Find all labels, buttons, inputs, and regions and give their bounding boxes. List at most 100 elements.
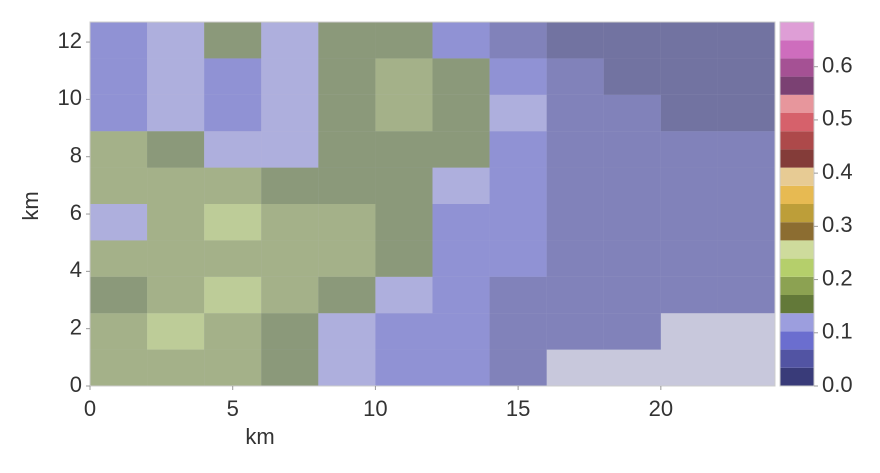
heat-cell [375,313,433,350]
colorbar-swatch [780,204,814,223]
colorbar-swatch [780,149,814,168]
heat-cell [546,94,604,132]
heat-cell [147,167,205,204]
heat-cell [90,167,148,204]
colorbar-swatch [780,22,814,41]
heat-cell [546,240,604,277]
heat-cell [660,58,718,95]
heat-cell [489,131,547,168]
heat-cell [603,313,661,350]
x-tick-label: 15 [506,396,530,421]
heat-cell [717,22,775,59]
heat-cell [204,349,262,386]
heat-cell [603,240,661,277]
colorbar-tick-label: 0.2 [822,265,853,290]
heat-cell [717,131,775,168]
heat-cell [546,131,604,168]
heat-cell [90,313,148,350]
heat-cell [432,167,490,204]
heat-cell [147,131,205,168]
colorbar-swatch [780,349,814,368]
heat-cell [147,204,205,241]
heat-cell [717,240,775,277]
heat-cell [147,313,205,350]
heat-cell [318,131,376,168]
heat-cell [90,276,148,314]
heat-cell [261,276,319,314]
heat-cell [432,204,490,241]
colorbar-swatch [780,222,814,241]
heat-cell [717,167,775,204]
heat-cell [261,349,319,386]
heat-cell [147,240,205,277]
heat-cell [375,276,433,314]
heat-cell [489,240,547,277]
heat-cell [603,94,661,132]
heat-cell [375,240,433,277]
heat-cell [261,94,319,132]
colorbar-swatch [780,331,814,350]
heat-cell [717,94,775,132]
heat-cell [261,167,319,204]
heat-cell [375,204,433,241]
colorbar-swatch [780,167,814,186]
heat-cell [90,22,148,59]
heat-cell [546,58,604,95]
y-tick-label: 6 [70,200,82,225]
x-axis-label: km [245,424,274,449]
x-tick-label: 5 [227,396,239,421]
heat-cell [489,349,547,386]
heat-cell [318,167,376,204]
heat-cell [717,204,775,241]
colorbar-swatch [780,185,814,204]
heat-cell [660,131,718,168]
y-tick-label: 4 [70,257,82,282]
heat-cell [432,58,490,95]
x-tick-label: 10 [363,396,387,421]
heat-cell [318,240,376,277]
heat-cell [204,204,262,241]
heat-cell [375,94,433,132]
heat-cell [546,22,604,59]
heat-cell [489,276,547,314]
heat-cell [261,204,319,241]
heat-cell [318,313,376,350]
heat-cell [375,167,433,204]
heat-cell [318,58,376,95]
heat-cell [375,58,433,95]
heat-cell [204,167,262,204]
heat-cell [147,22,205,59]
heat-cell [204,240,262,277]
heat-cell [261,240,319,277]
heat-cell [90,58,148,95]
colorbar-swatch [780,276,814,295]
heat-cell [147,58,205,95]
heat-cell [432,349,490,386]
heat-cell [204,94,262,132]
colorbar-tick-label: 0.3 [822,212,853,237]
heat-cell [147,276,205,314]
heat-cell [318,276,376,314]
heat-cell [375,22,433,59]
colorbar-swatch [780,40,814,59]
colorbar-swatch [780,113,814,132]
y-tick-label: 2 [70,314,82,339]
heat-cell [603,204,661,241]
heat-cell [717,58,775,95]
colorbar-frame [779,21,815,387]
heat-cell [318,204,376,241]
heat-cell [660,94,718,132]
heat-cell [489,313,547,350]
heat-cell [204,22,262,59]
colorbar-swatch [780,94,814,113]
heat-cell [603,22,661,59]
colorbar-swatch [780,76,814,95]
colorbar-tick-label: 0.1 [822,319,853,344]
heat-cell [489,58,547,95]
heat-cell [546,276,604,314]
heat-cell [318,94,376,132]
heat-cell [432,22,490,59]
heat-cell [603,131,661,168]
